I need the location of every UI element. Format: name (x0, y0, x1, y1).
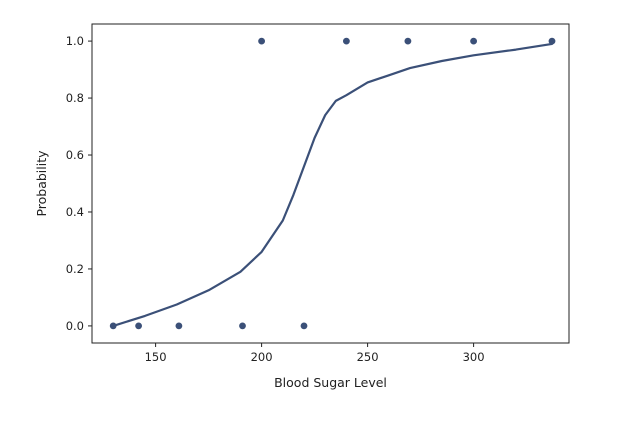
data-point (258, 37, 265, 45)
data-point (404, 37, 412, 45)
fit-curve-line (112, 42, 554, 327)
y-axis-label: Probability (34, 150, 49, 217)
x-tick-label: 150 (145, 350, 167, 364)
data-point (109, 322, 117, 330)
data-point (239, 322, 246, 330)
data-point (548, 37, 556, 45)
x-tick-label: 250 (357, 350, 379, 364)
data-point (135, 322, 143, 330)
data-point (470, 37, 477, 45)
axes: 150 200 250 300 0.0 0.2 0.4 0.6 0.8 1.0 (66, 23, 570, 364)
data-point (300, 322, 308, 330)
y-tick-label: 0.6 (66, 148, 84, 162)
plot-area (109, 37, 556, 330)
y-tick-label: 0.2 (66, 262, 84, 276)
y-tick-label: 0.8 (66, 91, 84, 105)
axes-frame (91, 23, 570, 344)
y-tick-label: 1.0 (66, 34, 84, 48)
x-tick-label: 300 (463, 350, 485, 364)
data-point (343, 37, 350, 45)
y-tick-label: 0.0 (66, 319, 84, 333)
y-tick-label: 0.4 (66, 205, 84, 219)
data-point (175, 322, 183, 330)
x-axis-label: Blood Sugar Level (274, 375, 387, 390)
x-tick-label: 200 (251, 350, 273, 364)
